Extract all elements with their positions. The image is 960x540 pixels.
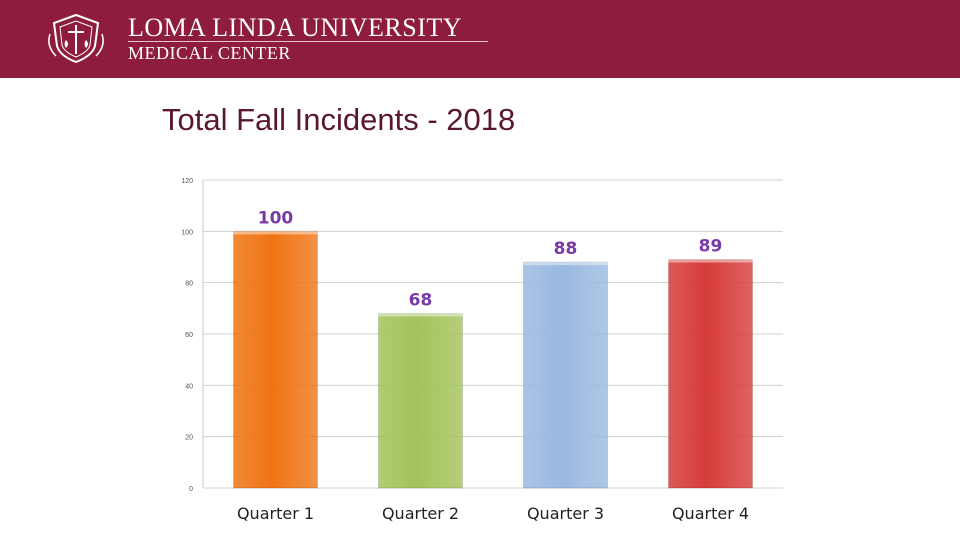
bar-quarter-2 [378, 312, 463, 489]
bar-highlight [523, 262, 608, 266]
y-tick-label: 40 [185, 383, 193, 390]
data-label: 100 [258, 208, 294, 228]
y-tick-label: 20 [185, 435, 193, 442]
bar-quarter-3 [523, 261, 608, 489]
y-tick-label: 60 [185, 332, 193, 339]
x-category-label: Quarter 2 [382, 504, 459, 523]
fall-incidents-bar-chart: 0 20 40 60 80 100 120 100 Quarter 1 68 Quarter 2 88… [181, 178, 783, 523]
organization-subtitle: MEDICAL CENTER [128, 43, 291, 63]
university-crest-icon [48, 13, 104, 64]
y-tick-label: 120 [181, 178, 193, 185]
slide-title: Total Fall Incidents - 2018 [162, 102, 516, 137]
data-label: 89 [699, 237, 723, 257]
x-category-label: Quarter 3 [527, 504, 604, 523]
y-tick-label: 0 [189, 486, 193, 493]
data-label: 68 [409, 290, 433, 310]
data-label: 88 [554, 239, 578, 259]
bar-quarter-1 [233, 230, 318, 489]
bar-highlight [668, 259, 753, 263]
bar-highlight [233, 231, 318, 235]
organization-name: LOMA LINDA UNIVERSITY [128, 13, 463, 42]
header-banner: LOMA LINDA UNIVERSITY MEDICAL CENTER [0, 0, 960, 78]
y-tick-label: 100 [181, 229, 193, 236]
chart-labels: 0 20 40 60 80 100 120 100 Quarter 1 68 Quarter 2 88… [181, 178, 749, 523]
x-category-label: Quarter 1 [237, 504, 314, 523]
header-divider [128, 41, 488, 42]
x-category-label: Quarter 4 [672, 504, 749, 523]
y-tick-label: 80 [185, 281, 193, 288]
chart-bars [233, 230, 753, 489]
bar-quarter-4 [668, 259, 753, 489]
bar-highlight [378, 313, 463, 317]
